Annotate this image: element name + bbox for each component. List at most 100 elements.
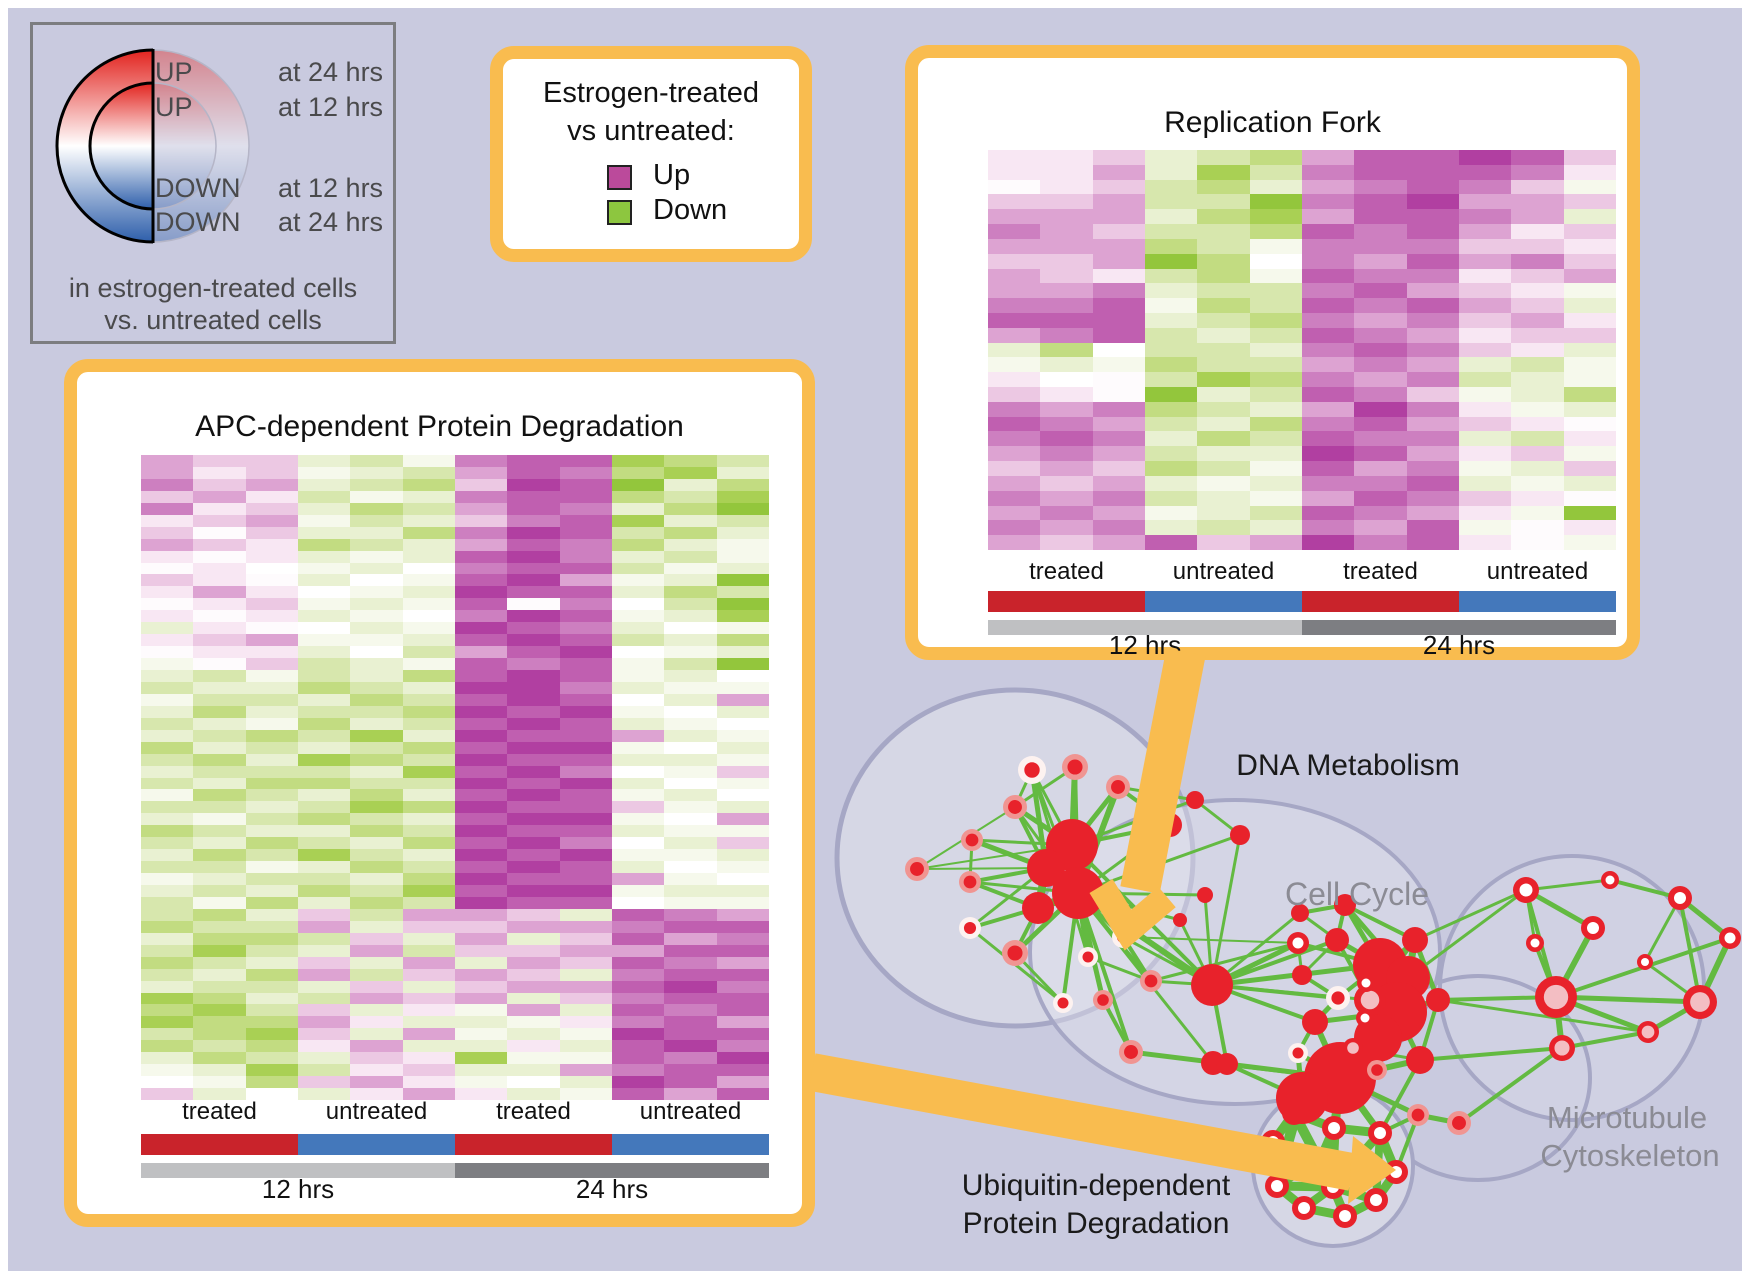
heatmap-cell (454, 729, 508, 742)
heatmap-cell (141, 873, 194, 885)
heatmap-cell (1301, 164, 1355, 180)
heatmap-cell (245, 849, 298, 862)
heatmap-cell (350, 478, 403, 491)
heatmap-cell (297, 908, 351, 921)
heatmap-cell (141, 646, 194, 659)
heatmap-cell (1197, 268, 1250, 284)
heatmap-cell (1092, 342, 1145, 358)
heatmap-cell (1144, 357, 1198, 373)
heatmap-cell (193, 765, 246, 778)
heatmap-cell (716, 1040, 769, 1053)
heatmap-cell (193, 574, 246, 587)
heatmap-cell (402, 765, 455, 778)
heatmap-cell (716, 1028, 769, 1041)
heatmap-cell (716, 681, 769, 694)
heatmap-cell (559, 1052, 612, 1065)
heatmap-cell (1406, 283, 1459, 299)
heatmap-cell (141, 992, 194, 1005)
condition-label-treated-0: treated (182, 1098, 257, 1125)
heatmap-cell (1511, 268, 1564, 284)
heatmap-cell (1458, 387, 1512, 402)
heatmap-cell (297, 490, 351, 503)
heatmap-cell (141, 598, 194, 611)
heatmap-cell (245, 992, 298, 1005)
heatmap-cell (1511, 535, 1564, 550)
heatmap-cell (350, 1064, 403, 1077)
heatmap-cell (1040, 387, 1093, 402)
heatmap-cell (402, 956, 455, 969)
heatmap-cell (611, 980, 665, 993)
heatmap-cell (402, 932, 455, 945)
heatmap-cell (141, 466, 194, 479)
heatmap-cell (507, 896, 560, 909)
heatmap-cell (507, 562, 560, 575)
heatmap-cell (507, 801, 560, 814)
heatmap-cell (611, 920, 665, 933)
heatmap-cell (1563, 194, 1616, 210)
heatmap-cell (716, 455, 769, 467)
heatmap-cell (507, 980, 560, 993)
condition-bar-untreated-1 (1145, 591, 1302, 612)
heatmap-cell (193, 717, 246, 730)
heatmap-cell (402, 610, 455, 623)
heatmap-cell (716, 610, 769, 623)
heatmap-cell (988, 179, 1041, 195)
heatmap-cell (664, 765, 717, 778)
heatmap-cell (664, 1052, 717, 1065)
heatmap-cell (141, 586, 194, 599)
heatmap-cell (1354, 268, 1407, 284)
condition-label-untreated-3: untreated (639, 1098, 742, 1125)
heatmap-cell (1249, 520, 1302, 536)
heatmap-cell (664, 717, 717, 730)
heatmap-cell (1301, 194, 1355, 210)
time-bar-12 hrs (988, 620, 1302, 635)
heatmap-cell (559, 789, 612, 802)
condition-label-treated-0: treated (1029, 558, 1104, 585)
heatmap-cell (507, 729, 560, 742)
heatmap-cell (664, 622, 717, 635)
heatmap-cell (1197, 461, 1250, 476)
heatmap-cell (1301, 520, 1355, 536)
time-bar-24 hrs (455, 1163, 769, 1178)
heatmap-cell (141, 849, 194, 862)
heatmap-cell (297, 526, 351, 539)
heatmap-cell (611, 837, 665, 850)
heatmap-cell (1458, 520, 1512, 536)
heatmap-cell (1563, 342, 1616, 358)
heatmap-cell (141, 908, 194, 921)
heatmap-cell (507, 813, 560, 826)
updown-legend-title-1: Estrogen-treated (542, 77, 759, 109)
apc-heatmap-panel: APC-dependent Protein Degradation treate… (64, 359, 815, 1227)
heatmap-cell (245, 622, 298, 635)
heatmap-cell (1354, 372, 1407, 388)
heatmap-cell (141, 1076, 194, 1089)
heatmap-cell (454, 1016, 508, 1029)
heatmap-cell (1249, 387, 1302, 402)
heatmap-cell (664, 1004, 717, 1017)
heatmap-cell (664, 538, 717, 551)
heatmap-cell (1092, 209, 1145, 225)
heatmap-cell (1511, 179, 1564, 195)
heatmap-cell (559, 1028, 612, 1041)
heatmap-cell (1511, 224, 1564, 239)
heatmap-cell (193, 610, 246, 623)
heatmap-cell (988, 505, 1041, 521)
heatmap-cell (559, 980, 612, 993)
heatmap-cell (193, 861, 246, 874)
heatmap-cell (507, 861, 560, 874)
heatmap-cell (559, 574, 612, 587)
heatmap-cell (193, 550, 246, 563)
apc-panel-title: APC-dependent Protein Degradation (195, 410, 684, 443)
heatmap-cell (350, 646, 403, 659)
heatmap-cell (193, 1076, 246, 1089)
heatmap-cell (297, 992, 351, 1005)
heatmap-cell (988, 446, 1041, 462)
heatmap-cell (664, 789, 717, 802)
heatmap-cell (559, 1004, 612, 1017)
heatmap-cell (716, 1052, 769, 1065)
heatmap-cell (559, 717, 612, 730)
heatmap-cell (1040, 535, 1093, 550)
heatmap-cell (559, 1076, 612, 1089)
heatmap-cell (193, 455, 246, 467)
heatmap-cell (1458, 416, 1512, 432)
